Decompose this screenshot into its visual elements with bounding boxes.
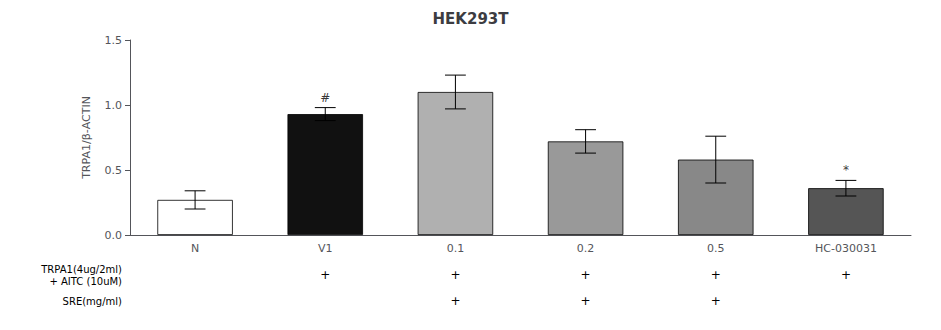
svg-text:+ AITC (10uM): + AITC (10uM) xyxy=(49,276,122,287)
svg-text:+: + xyxy=(581,268,591,282)
svg-text:1.5: 1.5 xyxy=(105,34,123,47)
svg-text:0.1: 0.1 xyxy=(447,242,465,255)
svg-text:1.0: 1.0 xyxy=(105,99,123,112)
svg-text:*: * xyxy=(843,163,849,177)
svg-text:#: # xyxy=(320,91,330,105)
svg-text:+: + xyxy=(450,294,460,308)
svg-text:HEK293T: HEK293T xyxy=(433,10,510,28)
svg-text:TRPA1/β-ACTIN: TRPA1/β-ACTIN xyxy=(80,96,93,180)
svg-text:HC-030031: HC-030031 xyxy=(815,242,877,255)
svg-text:+: + xyxy=(711,294,721,308)
svg-text:+: + xyxy=(581,294,591,308)
svg-text:0.0: 0.0 xyxy=(105,229,123,242)
svg-text:TRPA1(4ug/2ml): TRPA1(4ug/2ml) xyxy=(40,264,122,275)
svg-text:SRE(mg/ml): SRE(mg/ml) xyxy=(63,296,122,307)
svg-text:0.5: 0.5 xyxy=(707,242,725,255)
svg-text:+: + xyxy=(450,268,460,282)
svg-text:+: + xyxy=(841,268,851,282)
svg-text:V1: V1 xyxy=(318,242,333,255)
svg-text:0.5: 0.5 xyxy=(105,164,123,177)
svg-text:N: N xyxy=(191,242,199,255)
svg-text:+: + xyxy=(320,268,330,282)
svg-text:+: + xyxy=(711,268,721,282)
svg-text:0.2: 0.2 xyxy=(577,242,595,255)
